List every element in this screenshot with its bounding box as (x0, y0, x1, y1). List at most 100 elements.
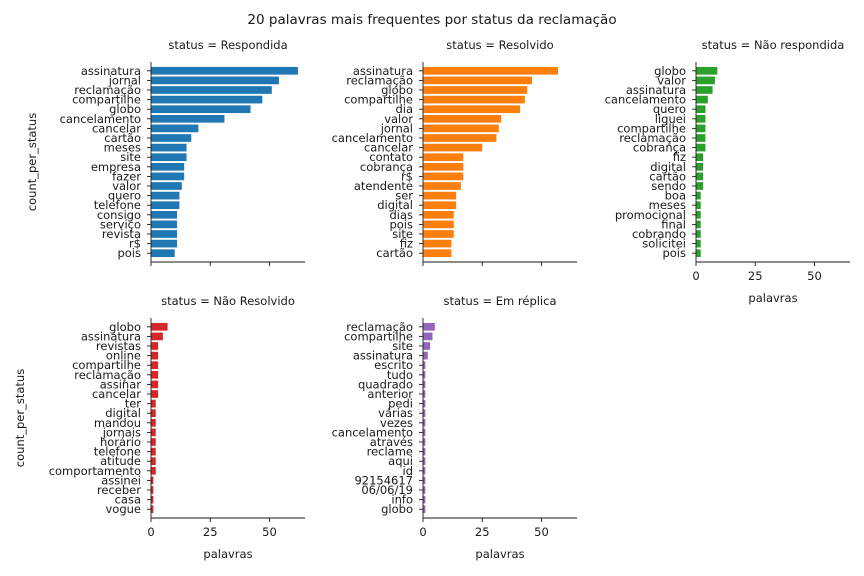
category-label: digital (105, 406, 141, 420)
category-label: fazer (112, 169, 141, 183)
x-tick-label: 25 (748, 269, 763, 283)
bar (151, 105, 251, 114)
chart-panel: status = Em réplica reclamaçãocompartilhe… (332, 294, 577, 561)
category-label: compartilhe (617, 121, 686, 135)
category-label: assinatura (353, 349, 413, 363)
y-axis-label: count_per_status (13, 369, 27, 467)
bar (696, 249, 701, 258)
category-label: cartão (104, 131, 141, 145)
category-label: cancelamento (60, 112, 141, 126)
bar (151, 143, 187, 152)
bar (423, 342, 431, 350)
category-label: vogue (105, 502, 141, 516)
bar (423, 124, 499, 133)
bar (151, 172, 185, 181)
x-tick-label: 50 (534, 525, 549, 539)
bar (151, 124, 199, 133)
category-label: site (392, 339, 413, 353)
category-label: globo (654, 64, 686, 78)
x-tick-label: 0 (419, 525, 426, 539)
category-label: r$ (401, 169, 413, 183)
bar (151, 418, 156, 427)
x-tick-label: 50 (807, 269, 822, 283)
category-label: horário (100, 435, 141, 449)
bar (151, 505, 154, 514)
category-label: globo (381, 502, 413, 516)
bar (151, 191, 180, 200)
bar (696, 210, 701, 219)
category-label: globo (381, 83, 413, 97)
bar (696, 191, 701, 200)
category-label: cancelar (92, 121, 141, 135)
bar (696, 230, 701, 238)
bar (423, 66, 559, 75)
category-label: reclamação (346, 320, 413, 334)
bar (423, 370, 426, 379)
category-label: telefone (94, 198, 141, 212)
panel-title: status = Em réplica (443, 294, 556, 308)
bar (423, 76, 532, 85)
bar (423, 457, 426, 466)
category-label: globo (109, 320, 141, 334)
bar (151, 86, 272, 94)
bar (151, 220, 178, 229)
category-label: pedi (388, 397, 413, 411)
bar (151, 66, 298, 75)
category-label: meses (104, 141, 141, 155)
bar (423, 86, 528, 94)
category-label: valor (384, 112, 413, 126)
bar (696, 143, 706, 152)
category-label: compartilhe (72, 93, 141, 107)
category-label: cancelamento (332, 131, 413, 145)
category-label: cancelamento (332, 425, 413, 439)
bar (423, 153, 464, 162)
bar (423, 361, 426, 370)
category-label: reclame (367, 445, 413, 459)
category-label: através (370, 435, 413, 449)
bar (151, 476, 154, 485)
category-label: ter (125, 397, 142, 411)
category-label: liguei (655, 112, 686, 126)
category-label: valor (112, 179, 141, 193)
category-label: promocional (615, 208, 686, 222)
category-label: jornais (102, 425, 141, 439)
bar (423, 114, 502, 123)
bar (423, 476, 426, 485)
bar (696, 220, 701, 229)
category-label: receber (97, 483, 141, 497)
category-label: site (120, 150, 141, 164)
category-label: info (391, 493, 413, 507)
x-tick-label: 0 (147, 525, 154, 539)
y-axis-label: count_per_status (25, 113, 39, 211)
bar (696, 114, 706, 123)
category-label: site (392, 227, 413, 241)
category-label: 92154617 (354, 473, 413, 487)
bar (151, 134, 192, 142)
bar (423, 322, 435, 331)
bar (151, 370, 159, 379)
bar (151, 182, 182, 190)
category-label: assinatura (626, 83, 686, 97)
category-label: assinar (100, 377, 142, 391)
category-label: contato (369, 150, 413, 164)
x-tick-label: 25 (475, 525, 490, 539)
category-label: cartão (649, 169, 686, 183)
category-label: serviço (100, 217, 141, 231)
bar (151, 95, 263, 104)
bar (423, 172, 464, 181)
category-label: pois (662, 246, 686, 260)
bar (423, 134, 497, 142)
category-label: telefone (94, 445, 141, 459)
x-tick-label: 0 (692, 269, 699, 283)
bar (151, 210, 178, 219)
category-label: final (661, 217, 686, 231)
bar (696, 76, 715, 85)
bar (151, 342, 159, 350)
category-label: cancelar (92, 387, 141, 401)
bar (151, 249, 175, 258)
category-label: assinatura (81, 329, 141, 343)
category-label: quadrado (358, 377, 413, 391)
category-label: reclamação (74, 83, 141, 97)
category-label: assinatura (81, 64, 141, 78)
